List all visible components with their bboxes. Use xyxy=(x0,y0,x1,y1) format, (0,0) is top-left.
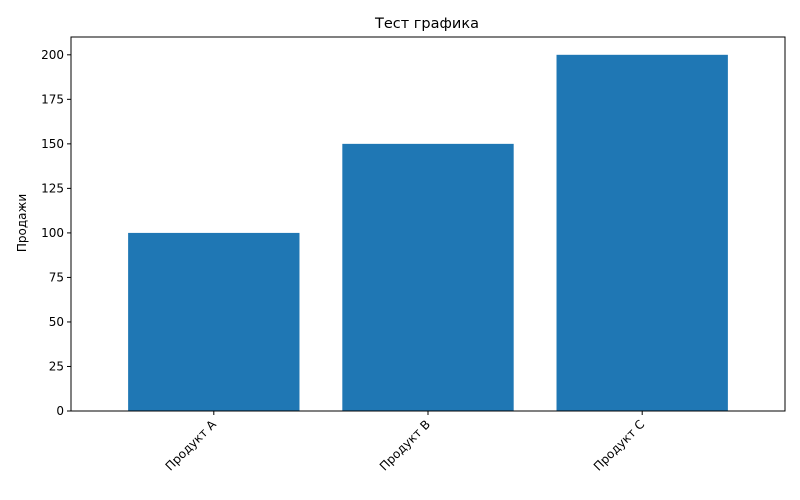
bar-1 xyxy=(128,232,300,411)
x-tick-label: Продукт C xyxy=(591,417,647,473)
y-tick-label: 50 xyxy=(49,315,64,329)
y-tick-label: 75 xyxy=(49,270,64,284)
y-axis-ticks: 0 25 50 75 100 125 150 175 200 xyxy=(41,48,71,418)
bar-3 xyxy=(556,54,728,412)
y-tick-label: 0 xyxy=(56,404,64,418)
y-tick-label: 175 xyxy=(41,92,64,106)
bar-2 xyxy=(342,143,514,411)
x-tick-label: Продукт A xyxy=(163,417,220,474)
x-tick-label: Продукт B xyxy=(377,417,433,473)
chart-title: Тест графика xyxy=(374,16,479,32)
y-tick-label: 200 xyxy=(41,48,64,62)
plot-frame xyxy=(70,36,786,412)
x-axis-ticks: Продукт A Продукт B Продукт C xyxy=(163,411,647,474)
y-tick-label: 100 xyxy=(41,226,64,240)
y-tick-label: 150 xyxy=(41,137,64,151)
y-tick-label: 25 xyxy=(49,359,64,373)
y-tick-label: 125 xyxy=(41,181,64,195)
bars-layer xyxy=(128,54,728,412)
axes-frame xyxy=(70,36,786,412)
y-axis-title: Продажи xyxy=(15,194,29,252)
